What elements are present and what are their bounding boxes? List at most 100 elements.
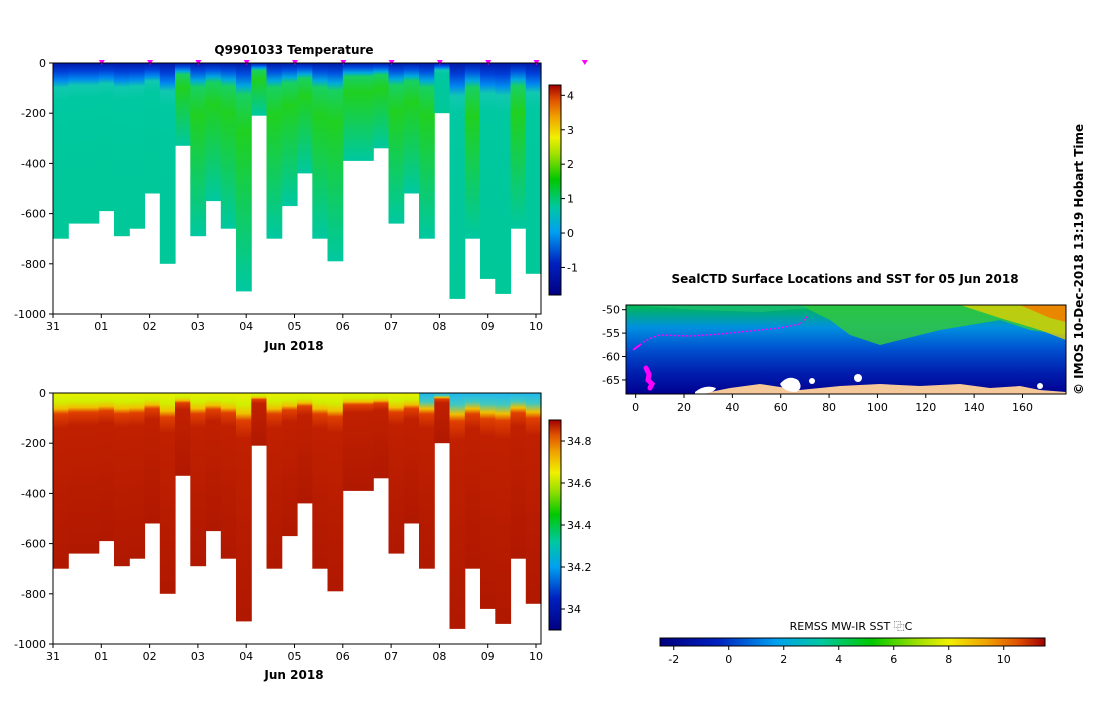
profile-column bbox=[419, 393, 435, 569]
sst-colorbar-tick-label: 4 bbox=[835, 653, 842, 666]
profile-column bbox=[464, 393, 481, 569]
profile-column bbox=[129, 63, 146, 229]
northwest-water-region bbox=[626, 305, 810, 312]
temperature-axes-frame bbox=[52, 62, 542, 315]
y-tick-label: -400 bbox=[21, 157, 46, 170]
profile-column bbox=[312, 63, 329, 239]
profile-column bbox=[159, 393, 176, 594]
map-y-tick-label: -60 bbox=[602, 351, 620, 364]
x-tick-label: 06 bbox=[336, 650, 350, 663]
profile-column bbox=[449, 63, 466, 299]
profile-column bbox=[53, 63, 69, 239]
profile-column bbox=[510, 393, 527, 559]
sst-colorbar-ticks: -2 0 2 4 6 8 10 bbox=[668, 646, 1011, 666]
profile-column bbox=[373, 393, 390, 479]
profile-column bbox=[144, 393, 161, 524]
credit-text: © IMOS 10-Dec-2018 13:19 Hobart Time bbox=[1072, 124, 1086, 395]
map-x-tick-label: 140 bbox=[964, 401, 985, 414]
profile-column bbox=[98, 393, 115, 542]
profile-column bbox=[129, 393, 146, 559]
profile-column bbox=[434, 63, 451, 114]
profile-column bbox=[266, 63, 283, 239]
x-tick-label: 01 bbox=[94, 650, 108, 663]
profile-column bbox=[266, 393, 283, 569]
colorbar-tick-label: 34.8 bbox=[567, 435, 592, 448]
profile-column bbox=[419, 63, 435, 239]
colorbar-tick-label: 34.6 bbox=[567, 477, 592, 490]
map-y-tick-label: -55 bbox=[602, 327, 620, 340]
sst-map-panel: SealCTD Surface Locations and SST for 05… bbox=[602, 272, 1067, 666]
x-tick-label: 09 bbox=[481, 320, 495, 333]
profile-column bbox=[114, 393, 130, 567]
salinity-xlabel: Jun 2018 bbox=[263, 668, 323, 682]
ice-patch bbox=[809, 378, 815, 384]
profile-column bbox=[281, 63, 298, 207]
map-x-tick-label: 0 bbox=[632, 401, 639, 414]
profile-column bbox=[114, 63, 130, 237]
y-tick-label: 0 bbox=[39, 57, 46, 70]
temperature-xlabel: Jun 2018 bbox=[263, 339, 323, 353]
profile-column bbox=[190, 63, 207, 237]
ice-patch bbox=[780, 377, 801, 392]
x-tick-label: 07 bbox=[384, 320, 398, 333]
map-x-tick-label: 160 bbox=[1012, 401, 1033, 414]
profile-column bbox=[495, 63, 512, 294]
profile-column bbox=[342, 393, 359, 491]
x-tick-label: 31 bbox=[46, 650, 60, 663]
y-tick-label: -1000 bbox=[14, 308, 46, 321]
profile-marker bbox=[581, 60, 588, 65]
y-tick-label: -200 bbox=[21, 107, 46, 120]
profile-column bbox=[388, 393, 405, 554]
seal-positions bbox=[643, 365, 656, 391]
map-title: SealCTD Surface Locations and SST for 05… bbox=[671, 272, 1018, 286]
profile-column bbox=[495, 393, 512, 624]
salinity-axes-frame bbox=[52, 392, 542, 645]
profile-column bbox=[464, 63, 481, 239]
y-tick-label: 0 bbox=[39, 387, 46, 400]
colorbar-tick-label: 1 bbox=[567, 193, 574, 206]
x-tick-label: 02 bbox=[143, 650, 157, 663]
profile-column bbox=[190, 393, 207, 567]
x-tick-label: 06 bbox=[336, 320, 350, 333]
sst-colorbar bbox=[659, 637, 1046, 647]
colorbar-tick-label: 34.2 bbox=[567, 561, 592, 574]
ice-patch bbox=[1037, 383, 1043, 389]
salinity-x-ticks: 31 01 02 03 04 05 06 07 08 09 10 bbox=[46, 644, 543, 663]
y-tick-label: -600 bbox=[21, 538, 46, 551]
profile-column bbox=[220, 393, 237, 559]
colorbar-tick-label: 0 bbox=[567, 227, 574, 240]
colorbar-tick-label: 2 bbox=[567, 158, 574, 171]
temperature-panel: Q9901033 Temperature 31 01 02 03 04 05 06 07 08 0… bbox=[14, 43, 588, 353]
map-x-ticks: 0 20 40 60 80 100 120 140 160 bbox=[632, 394, 1033, 414]
profile-column bbox=[83, 63, 100, 224]
profile-column bbox=[53, 393, 69, 569]
warmest-water-region bbox=[1020, 305, 1066, 322]
y-tick-label: -400 bbox=[21, 487, 46, 500]
temperature-colorbar-ticks: 4 3 2 1 0 -1 bbox=[561, 89, 578, 274]
profile-column bbox=[251, 393, 268, 446]
salinity-colorbar-ticks: 34.8 34.6 34.4 34.2 34 bbox=[561, 435, 592, 616]
map-x-tick-label: 40 bbox=[725, 401, 739, 414]
map-x-tick-label: 80 bbox=[822, 401, 836, 414]
y-tick-label: -800 bbox=[21, 588, 46, 601]
map-y-ticks: -50 -55 -60 -65 bbox=[602, 304, 626, 387]
colorbar-tick-label: 4 bbox=[567, 89, 574, 102]
x-tick-label: 03 bbox=[191, 320, 205, 333]
x-tick-label: 10 bbox=[529, 320, 543, 333]
map-y-tick-label: -50 bbox=[602, 304, 620, 317]
x-tick-label: 07 bbox=[384, 650, 398, 663]
temperature-colorbar bbox=[548, 84, 562, 296]
salinity-panel: 31 01 02 03 04 05 06 07 08 09 10 0 -200 -400 -600 -800… bbox=[14, 387, 591, 682]
colorbar-tick-label: 3 bbox=[567, 124, 574, 137]
profile-column bbox=[388, 63, 405, 224]
x-tick-label: 02 bbox=[143, 320, 157, 333]
seal-track-start bbox=[632, 344, 641, 351]
warmer-water-region bbox=[960, 305, 1066, 340]
profile-column bbox=[403, 63, 420, 194]
map-axes-frame bbox=[625, 304, 1067, 395]
profile-column bbox=[297, 63, 313, 174]
profile-column bbox=[205, 63, 222, 202]
profile-column bbox=[251, 63, 268, 116]
sst-colorbar-tick-label: 0 bbox=[725, 653, 732, 666]
